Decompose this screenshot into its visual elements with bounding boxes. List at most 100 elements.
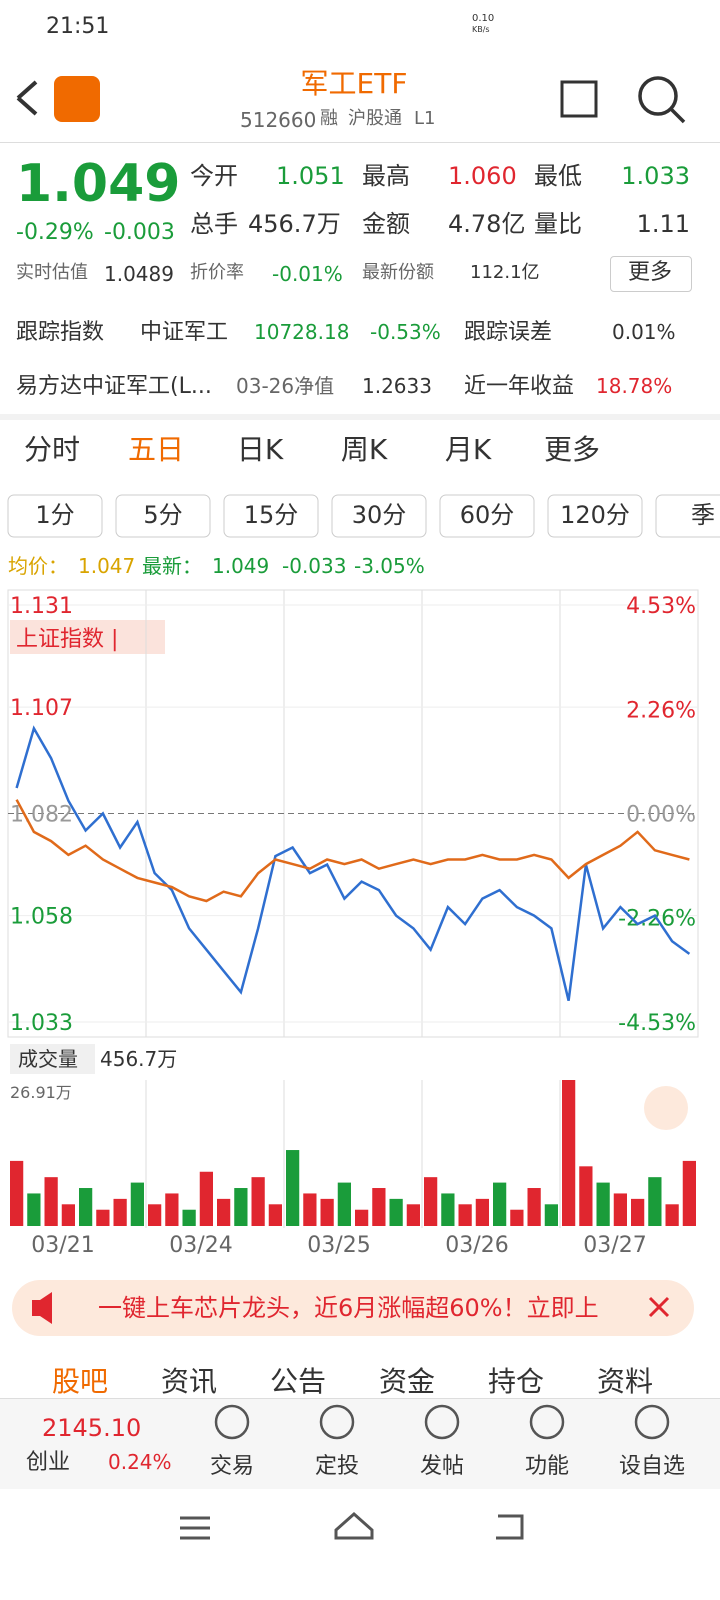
bottom-tab[interactable]: 资料 xyxy=(596,1365,654,1398)
logo xyxy=(54,76,100,122)
field-value: 1.033 xyxy=(621,162,690,190)
volume-bar xyxy=(665,1204,679,1226)
nav-item[interactable]: 定投 xyxy=(314,1454,360,1479)
overlay-label: 上证指数 | xyxy=(16,627,118,652)
bottom-tab[interactable]: 股吧 xyxy=(51,1365,109,1398)
bottom-tab[interactable]: 资讯 xyxy=(160,1365,218,1398)
nav-item[interactable]: 功能 xyxy=(524,1454,570,1479)
period-button[interactable] xyxy=(115,494,211,538)
tab[interactable]: 月K xyxy=(444,433,492,466)
volume-bar xyxy=(217,1198,231,1226)
volume-bar xyxy=(199,1171,213,1226)
y2-tick-label: 4.53% xyxy=(626,594,696,619)
value: 1.047 xyxy=(78,554,136,578)
speaker-icon xyxy=(32,1292,52,1324)
period-label[interactable]: 15分 xyxy=(243,501,299,529)
nav-icon[interactable] xyxy=(424,1404,460,1440)
value: 1.049 xyxy=(212,554,270,578)
title: 军工ETF xyxy=(300,67,408,100)
volume-bar xyxy=(613,1193,627,1226)
x-tick-label: 03/24 xyxy=(169,1233,232,1258)
back-icon[interactable] xyxy=(16,80,38,116)
search-icon[interactable] xyxy=(638,76,678,116)
volume-bar xyxy=(648,1177,662,1226)
more[interactable]: 更多 xyxy=(627,260,673,285)
tag: L1 xyxy=(414,108,436,129)
code: 512660 xyxy=(240,108,317,132)
bottom-tab[interactable]: 公告 xyxy=(269,1365,327,1398)
close-icon[interactable] xyxy=(648,1296,670,1318)
period-label[interactable]: 60分 xyxy=(459,501,515,529)
y-tick-label: 1.033 xyxy=(10,1011,73,1036)
nav-item[interactable]: 交易 xyxy=(209,1454,255,1479)
volume-bar xyxy=(372,1188,386,1226)
menu-key[interactable] xyxy=(180,1516,210,1540)
volume-bar xyxy=(130,1182,144,1226)
volume-bar xyxy=(251,1177,265,1226)
volume-bar xyxy=(96,1209,110,1226)
period-button[interactable] xyxy=(655,494,720,538)
label: 折价率 xyxy=(190,262,244,283)
search-handle xyxy=(668,106,686,124)
volume-total: 456.7万 xyxy=(100,1047,177,1071)
period-button[interactable] xyxy=(331,494,427,538)
bottom-tab[interactable]: 资金 xyxy=(378,1365,436,1398)
label: 跟踪指数 xyxy=(16,320,105,345)
bottom-tab[interactable]: 持仓 xyxy=(487,1365,545,1398)
y-tick-label: 1.131 xyxy=(10,594,73,619)
value: -0.01% xyxy=(272,262,343,286)
home-key[interactable] xyxy=(334,1511,374,1540)
volume-bar xyxy=(303,1193,317,1226)
volume-tag[interactable] xyxy=(10,1044,95,1074)
nav-item[interactable]: 设自选 xyxy=(618,1454,686,1479)
period-label[interactable]: 120分 xyxy=(560,501,630,529)
banner-text[interactable]: 一键上车芯片龙头，近6月涨幅超60%！立即上 xyxy=(98,1294,599,1322)
period-button[interactable] xyxy=(439,494,535,538)
period-button[interactable] xyxy=(7,494,103,538)
series-line xyxy=(15,725,691,1001)
period-label[interactable]: 季 xyxy=(691,501,715,529)
y-tick-label: 1.058 xyxy=(10,905,73,930)
period-label[interactable]: 1分 xyxy=(35,501,75,529)
period-button[interactable] xyxy=(547,494,643,538)
x-tick-label: 03/21 xyxy=(31,1233,94,1258)
tab[interactable]: 周K xyxy=(340,433,388,466)
volume-bar xyxy=(337,1182,351,1226)
volume-bar xyxy=(544,1204,558,1226)
nav-label: 创业 xyxy=(26,1450,71,1475)
value: 1.2633 xyxy=(362,374,432,398)
volume-bar xyxy=(148,1204,162,1226)
volume-bar xyxy=(682,1160,696,1226)
value: 18.78% xyxy=(596,374,673,398)
share-icon[interactable] xyxy=(560,80,598,118)
x-tick-label: 03/25 xyxy=(307,1233,370,1258)
nav-bar xyxy=(0,1398,720,1489)
nav-icon[interactable] xyxy=(214,1404,250,1440)
nav-icon[interactable] xyxy=(529,1404,565,1440)
expand-icon[interactable] xyxy=(644,1086,688,1130)
nav-icon[interactable] xyxy=(634,1404,670,1440)
y2-tick-label: 0.00% xyxy=(626,803,696,828)
volume-bar xyxy=(596,1182,610,1226)
value: -3.05% xyxy=(354,554,425,578)
nav-item[interactable]: 发帖 xyxy=(419,1454,465,1479)
nav-index: 2145.10 xyxy=(42,1414,142,1442)
more-button[interactable] xyxy=(610,256,692,292)
field-label: 最高 xyxy=(362,162,410,190)
volume-bar xyxy=(113,1198,127,1226)
price: 1.049 xyxy=(16,154,181,214)
tab[interactable]: 更多 xyxy=(543,433,601,466)
nav-icon[interactable] xyxy=(319,1404,355,1440)
tab[interactable]: 日K xyxy=(236,433,284,466)
volume-bar xyxy=(631,1198,645,1226)
period-button[interactable] xyxy=(223,494,319,538)
volume-bar xyxy=(510,1209,524,1226)
field-value: 4.78亿 xyxy=(448,210,526,238)
overlay-tag[interactable] xyxy=(10,620,165,654)
back-key[interactable] xyxy=(496,1514,524,1540)
tab[interactable]: 分时 xyxy=(23,433,81,466)
period-label[interactable]: 30分 xyxy=(351,501,407,529)
period-label[interactable]: 5分 xyxy=(143,501,183,529)
tab[interactable]: 五日 xyxy=(127,433,185,466)
